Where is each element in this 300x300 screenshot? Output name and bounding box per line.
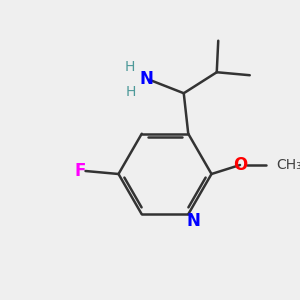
Text: H: H [125,85,136,99]
Text: N: N [140,70,154,88]
Text: N: N [187,212,201,230]
Text: F: F [74,162,86,180]
Text: O: O [233,156,247,174]
Text: CH₃: CH₃ [276,158,300,172]
Text: H: H [124,60,135,74]
